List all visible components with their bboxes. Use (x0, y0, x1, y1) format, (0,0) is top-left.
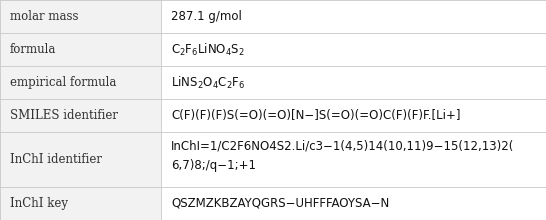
Text: InChI=1/C2F6NO4S2.Li/c3−1(4,5)14(10,11)9−15(12,13)2(: InChI=1/C2F6NO4S2.Li/c3−1(4,5)14(10,11)9… (171, 140, 514, 153)
Bar (0, 99, 161, 132)
Text: InChI identifier: InChI identifier (10, 153, 102, 166)
Text: molar mass: molar mass (10, 10, 78, 23)
Text: 6,7)8;/q−1;+1: 6,7)8;/q−1;+1 (171, 159, 256, 172)
Text: empirical formula: empirical formula (10, 76, 116, 89)
Bar (0, 66, 161, 99)
Text: C(F)(F)(F)S(=O)(=O)[N−]S(=O)(=O)C(F)(F)F.[Li+]: C(F)(F)(F)S(=O)(=O)[N−]S(=O)(=O)C(F)(F)F… (171, 109, 460, 122)
Text: QSZMZKBZAYQGRS−UHFFFAOYSA−N: QSZMZKBZAYQGRS−UHFFFAOYSA−N (171, 197, 389, 210)
Bar (0, 132, 161, 187)
Text: C$_2$F$_6$LiNO$_4$S$_2$: C$_2$F$_6$LiNO$_4$S$_2$ (171, 42, 245, 58)
Text: formula: formula (10, 43, 56, 56)
Text: SMILES identifier: SMILES identifier (10, 109, 118, 122)
Bar (0, 0, 161, 33)
Text: 287.1 g/mol: 287.1 g/mol (171, 10, 242, 23)
Bar (0, 187, 161, 220)
Text: InChI key: InChI key (10, 197, 68, 210)
Bar (0, 33, 161, 66)
Text: LiNS$_2$O$_4$C$_2$F$_6$: LiNS$_2$O$_4$C$_2$F$_6$ (171, 75, 245, 91)
